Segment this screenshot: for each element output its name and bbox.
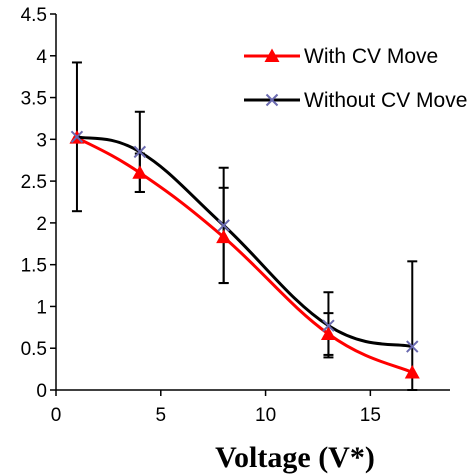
- legend-item-2: Without CV Move: [244, 89, 467, 112]
- x-marker-stroke: [217, 219, 230, 232]
- data-point-series-2: [406, 340, 419, 353]
- legend-marker: [265, 93, 279, 107]
- series-line-2: [76, 135, 413, 349]
- data-point-series-2: [217, 219, 230, 232]
- y-axis: 0 0.5 1 1.5 2 2.5 3 3.5 4 4.5: [21, 5, 57, 402]
- data-point-series-1: [404, 364, 420, 379]
- x-marker-stroke: [265, 93, 279, 107]
- legend-label: With CV Move: [304, 45, 438, 68]
- x-tick-label: 15: [360, 405, 381, 426]
- x-axis-title: Voltage (V*): [215, 441, 375, 474]
- data-point-series-1: [132, 165, 148, 179]
- y-tick-label: 3: [36, 130, 47, 151]
- y-tick-label: 1.5: [21, 256, 47, 277]
- x-tick-label: 0: [51, 405, 62, 426]
- data-point-series-2: [70, 130, 84, 144]
- x-marker-stroke: [406, 340, 419, 353]
- x-marker-stroke: [133, 145, 147, 159]
- series-line-1: [76, 136, 413, 374]
- data-point-series-2: [322, 319, 335, 332]
- y-tick-label: 2.5: [21, 172, 47, 193]
- data-point-series-1: [320, 326, 336, 341]
- y-tick-label: 0: [36, 381, 47, 402]
- legend-label: Without CV Move: [304, 89, 467, 112]
- data-point-series-1: [216, 229, 232, 244]
- x-tick-label: 10: [255, 405, 276, 426]
- x-marker-stroke: [322, 319, 335, 332]
- y-tick-label: 4: [36, 47, 47, 68]
- legend: With CV Move Without CV Move: [244, 45, 467, 112]
- legend-item-1: With CV Move: [244, 45, 438, 68]
- y-tick-label: 1: [36, 297, 47, 318]
- x-marker-stroke: [70, 130, 84, 144]
- y-tick-label: 3.5: [21, 89, 47, 110]
- data-point-series-2: [133, 145, 147, 159]
- y-tick-label: 2: [36, 214, 47, 235]
- y-tick-label: 0.5: [21, 339, 47, 360]
- y-tick-label: 4.5: [21, 5, 47, 26]
- x-tick-label: 5: [155, 405, 166, 426]
- x-axis: 0 5 10 15: [51, 389, 450, 426]
- legend-marker: [264, 48, 280, 62]
